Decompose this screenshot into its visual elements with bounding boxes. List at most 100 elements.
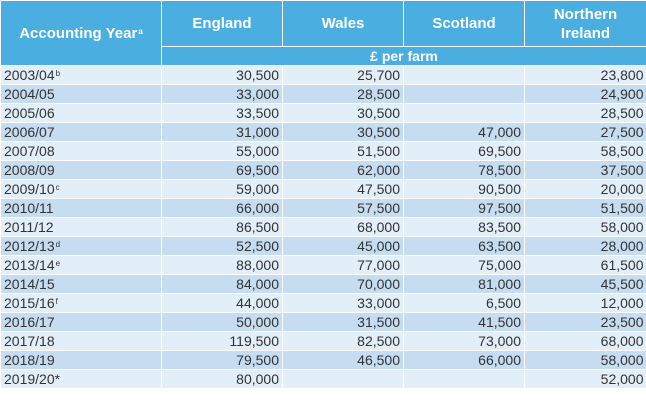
ni-value-cell: 52,000 bbox=[524, 369, 646, 388]
scotland-value-cell: 69,500 bbox=[403, 141, 525, 161]
wales-value-cell: 28,500 bbox=[282, 84, 404, 104]
table-row: 2003/04b 30,500 25,700 23,800 bbox=[0, 65, 646, 85]
table-row: 2016/17 50,000 31,500 41,500 23,500 bbox=[0, 312, 646, 332]
ni-value-cell: 24,900 bbox=[524, 84, 646, 104]
header-northern-ireland: Northern Ireland bbox=[524, 0, 646, 47]
year-cell: 2005/06 bbox=[0, 103, 162, 123]
scotland-value-cell: 97,500 bbox=[403, 198, 525, 218]
wales-value-cell: 46,500 bbox=[282, 350, 404, 370]
header-accounting-year: Accounting Yeara bbox=[0, 0, 162, 66]
header-england: England bbox=[161, 0, 283, 47]
table-row: 2011/12 86,500 68,000 83,500 58,000 bbox=[0, 217, 646, 237]
scotland-value-cell: 75,000 bbox=[403, 255, 525, 275]
year-label: 2015/16 bbox=[4, 294, 55, 311]
scotland-value-cell bbox=[403, 103, 525, 123]
ni-value-cell: 58,000 bbox=[524, 217, 646, 237]
year-label: 2013/14 bbox=[4, 256, 55, 273]
year-cell: 2017/18 bbox=[0, 331, 162, 351]
ni-value-cell: 58,500 bbox=[524, 141, 646, 161]
table-row: 2018/19 79,500 46,500 66,000 58,000 bbox=[0, 350, 646, 370]
ni-value-cell: 12,000 bbox=[524, 293, 646, 313]
ni-value-cell: 28,500 bbox=[524, 103, 646, 123]
year-label: 2018/19 bbox=[4, 351, 55, 368]
england-value-cell: 66,000 bbox=[161, 198, 283, 218]
england-value-cell: 86,500 bbox=[161, 217, 283, 237]
year-cell: 2007/08 bbox=[0, 141, 162, 161]
ni-value-cell: 51,500 bbox=[524, 198, 646, 218]
header-unit: £ per farm bbox=[161, 46, 646, 66]
footnote-marker: e bbox=[55, 258, 61, 268]
england-value-cell: 84,000 bbox=[161, 274, 283, 294]
year-cell: 2003/04b bbox=[0, 65, 162, 85]
england-value-cell: 69,500 bbox=[161, 160, 283, 180]
wales-value-cell: 70,000 bbox=[282, 274, 404, 294]
england-value-cell: 30,500 bbox=[161, 65, 283, 85]
ni-value-cell: 20,000 bbox=[524, 179, 646, 199]
wales-value-cell: 51,500 bbox=[282, 141, 404, 161]
england-value-cell: 33,000 bbox=[161, 84, 283, 104]
year-label: 2019/20* bbox=[4, 370, 61, 387]
year-cell: 2004/05 bbox=[0, 84, 162, 104]
scotland-value-cell: 66,000 bbox=[403, 350, 525, 370]
table-body: 2003/04b 30,500 25,700 23,800 2004/05 33,000 2… bbox=[0, 65, 646, 388]
year-label: 2014/15 bbox=[4, 275, 55, 292]
year-label: 2003/04 bbox=[4, 66, 55, 83]
year-cell: 2012/13d bbox=[0, 236, 162, 256]
wales-value-cell: 31,500 bbox=[282, 312, 404, 332]
table-row: 2010/11 66,000 57,500 97,500 51,500 bbox=[0, 198, 646, 218]
ni-value-cell: 45,500 bbox=[524, 274, 646, 294]
year-label: 2008/09 bbox=[4, 161, 55, 178]
header-ni-line1: Northern bbox=[553, 5, 618, 23]
ni-value-cell: 68,000 bbox=[524, 331, 646, 351]
scotland-value-cell: 41,500 bbox=[403, 312, 525, 332]
table-row: 2012/13d 52,500 45,000 63,500 28,000 bbox=[0, 236, 646, 256]
scotland-value-cell: 83,500 bbox=[403, 217, 525, 237]
wales-value-cell: 68,000 bbox=[282, 217, 404, 237]
header-wales: Wales bbox=[282, 0, 404, 47]
footnote-marker: d bbox=[55, 239, 61, 249]
england-value-cell: 79,500 bbox=[161, 350, 283, 370]
table-row: 2013/14e 88,000 77,000 75,000 61,500 bbox=[0, 255, 646, 275]
year-cell: 2018/19 bbox=[0, 350, 162, 370]
england-value-cell: 119,500 bbox=[161, 331, 283, 351]
wales-value-cell: 30,500 bbox=[282, 122, 404, 142]
ni-value-cell: 58,000 bbox=[524, 350, 646, 370]
england-value-cell: 31,000 bbox=[161, 122, 283, 142]
year-label: 2016/17 bbox=[4, 313, 55, 330]
england-value-cell: 50,000 bbox=[161, 312, 283, 332]
year-cell: 2008/09 bbox=[0, 160, 162, 180]
ni-value-cell: 37,500 bbox=[524, 160, 646, 180]
wales-value-cell: 33,000 bbox=[282, 293, 404, 313]
year-label: 2012/13 bbox=[4, 237, 55, 254]
scotland-value-cell bbox=[403, 369, 525, 388]
farm-income-table: Accounting Yeara England Wales Scotland … bbox=[0, 0, 646, 388]
table-row: 2009/10c 59,000 47,500 90,500 20,000 bbox=[0, 179, 646, 199]
ni-value-cell: 23,500 bbox=[524, 312, 646, 332]
wales-value-cell bbox=[282, 369, 404, 388]
year-label: 2007/08 bbox=[4, 142, 55, 159]
scotland-value-cell: 90,500 bbox=[403, 179, 525, 199]
year-label: 2004/05 bbox=[4, 85, 55, 102]
year-label: 2009/10 bbox=[4, 180, 55, 197]
england-value-cell: 33,500 bbox=[161, 103, 283, 123]
table-row: 2004/05 33,000 28,500 24,900 bbox=[0, 84, 646, 104]
wales-value-cell: 82,500 bbox=[282, 331, 404, 351]
footnote-marker: a bbox=[138, 26, 143, 36]
scotland-value-cell: 6,500 bbox=[403, 293, 525, 313]
england-value-cell: 88,000 bbox=[161, 255, 283, 275]
table-row: 2005/06 33,500 30,500 28,500 bbox=[0, 103, 646, 123]
year-cell: 2011/12 bbox=[0, 217, 162, 237]
wales-value-cell: 30,500 bbox=[282, 103, 404, 123]
wales-value-cell: 77,000 bbox=[282, 255, 404, 275]
wales-value-cell: 47,500 bbox=[282, 179, 404, 199]
scotland-value-cell: 47,000 bbox=[403, 122, 525, 142]
wales-value-cell: 25,700 bbox=[282, 65, 404, 85]
footnote-marker: b bbox=[55, 68, 61, 78]
wales-value-cell: 57,500 bbox=[282, 198, 404, 218]
header-ni-line2: Ireland bbox=[560, 24, 611, 42]
england-value-cell: 55,000 bbox=[161, 141, 283, 161]
table-row: 2006/07 31,000 30,500 47,000 27,500 bbox=[0, 122, 646, 142]
england-value-cell: 59,000 bbox=[161, 179, 283, 199]
table-row: 2014/15 84,000 70,000 81,000 45,500 bbox=[0, 274, 646, 294]
ni-value-cell: 27,500 bbox=[524, 122, 646, 142]
